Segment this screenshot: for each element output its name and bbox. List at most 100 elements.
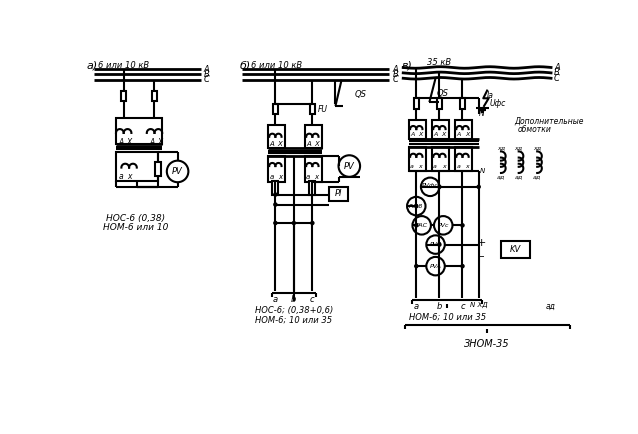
Text: A: A: [554, 63, 560, 72]
Circle shape: [426, 235, 445, 254]
Bar: [121, 91, 126, 102]
Text: C: C: [204, 76, 210, 84]
Circle shape: [292, 221, 295, 224]
Text: X: X: [419, 132, 423, 137]
Circle shape: [412, 216, 431, 234]
Text: B: B: [204, 70, 209, 79]
Text: A: A: [118, 138, 124, 148]
Text: обмотки: обмотки: [518, 125, 552, 134]
Circle shape: [311, 221, 314, 224]
Circle shape: [415, 224, 418, 227]
Text: a: a: [456, 164, 460, 168]
Circle shape: [339, 155, 360, 177]
Text: –: –: [479, 251, 484, 261]
Text: A: A: [306, 141, 311, 148]
Circle shape: [461, 224, 464, 227]
Text: PAC: PAC: [415, 223, 427, 228]
Text: PV: PV: [172, 167, 183, 176]
Text: а): а): [87, 61, 98, 71]
Text: KV: KV: [510, 245, 521, 254]
Text: a: a: [433, 164, 437, 168]
Text: a: a: [269, 174, 274, 180]
Text: xд: xд: [515, 145, 523, 150]
Text: X: X: [278, 141, 283, 148]
Text: b: b: [436, 302, 442, 311]
Text: A: A: [149, 138, 154, 148]
Text: x: x: [278, 174, 282, 180]
Text: a: a: [410, 164, 414, 168]
Text: b: b: [291, 296, 297, 304]
Bar: [152, 91, 157, 102]
Text: FU: FU: [318, 105, 328, 114]
Text: x: x: [441, 164, 445, 168]
Circle shape: [426, 257, 445, 276]
Bar: [116, 152, 158, 181]
Text: B: B: [392, 70, 398, 79]
Bar: [329, 187, 348, 201]
Text: xд: xд: [497, 145, 505, 150]
Text: A: A: [433, 132, 438, 137]
Circle shape: [274, 203, 277, 206]
Bar: [460, 98, 465, 109]
Bar: [437, 98, 441, 109]
Bar: [501, 241, 530, 258]
Text: C: C: [554, 74, 560, 83]
Text: ЗНОМ-35: ЗНОМ-35: [464, 339, 510, 349]
Text: xд: xд: [533, 145, 541, 150]
Bar: [408, 120, 426, 139]
Text: 35 кВ: 35 кВ: [427, 58, 450, 67]
Circle shape: [167, 161, 188, 182]
Text: aд: aд: [533, 174, 541, 179]
Text: в): в): [402, 61, 413, 71]
Text: aд: aд: [515, 174, 523, 179]
Text: QS: QS: [436, 89, 449, 98]
Text: PI: PI: [335, 189, 342, 198]
Bar: [273, 104, 278, 115]
Circle shape: [415, 204, 418, 207]
Circle shape: [274, 193, 277, 196]
Text: X: X: [315, 141, 320, 148]
Bar: [455, 147, 471, 171]
Bar: [268, 125, 285, 148]
Bar: [268, 156, 285, 182]
Text: PVфс: PVфс: [422, 183, 438, 188]
Text: Iа: Iа: [487, 92, 494, 100]
Circle shape: [438, 185, 441, 188]
Bar: [432, 147, 449, 171]
Circle shape: [274, 221, 277, 224]
Circle shape: [438, 243, 441, 246]
Text: c: c: [310, 296, 315, 304]
Text: X: X: [441, 132, 446, 137]
Bar: [432, 120, 449, 139]
Text: 6 или 10 кВ: 6 или 10 кВ: [98, 61, 149, 70]
Bar: [310, 104, 315, 115]
Text: a: a: [306, 174, 311, 180]
Bar: [116, 118, 162, 145]
Text: c: c: [460, 302, 465, 311]
Text: X: X: [465, 132, 469, 137]
Text: НОМ-6; 10 или 35: НОМ-6; 10 или 35: [255, 316, 332, 325]
Text: PVAB: PVAB: [409, 204, 424, 209]
Text: aд: aд: [497, 174, 505, 179]
Text: x: x: [315, 174, 319, 180]
Text: A: A: [456, 132, 461, 137]
Text: НОС-6; (0,38+0,6): НОС-6; (0,38+0,6): [255, 306, 333, 315]
Text: 6 или 10 кВ: 6 или 10 кВ: [251, 61, 302, 70]
Text: X: X: [158, 138, 163, 148]
Text: B: B: [554, 69, 560, 77]
Text: +: +: [477, 238, 486, 248]
Bar: [408, 147, 426, 171]
Text: N: N: [480, 168, 486, 174]
Text: a: a: [273, 296, 278, 304]
Bar: [305, 156, 322, 182]
Text: PV: PV: [344, 161, 355, 171]
Circle shape: [461, 265, 464, 268]
Bar: [455, 120, 471, 139]
Text: A: A: [269, 141, 274, 148]
Text: A: A: [410, 132, 415, 137]
Text: Uфс: Uфс: [489, 99, 506, 108]
Circle shape: [477, 185, 480, 188]
Bar: [414, 98, 419, 109]
Text: Дополнительные: Дополнительные: [514, 117, 584, 126]
Bar: [155, 162, 161, 176]
